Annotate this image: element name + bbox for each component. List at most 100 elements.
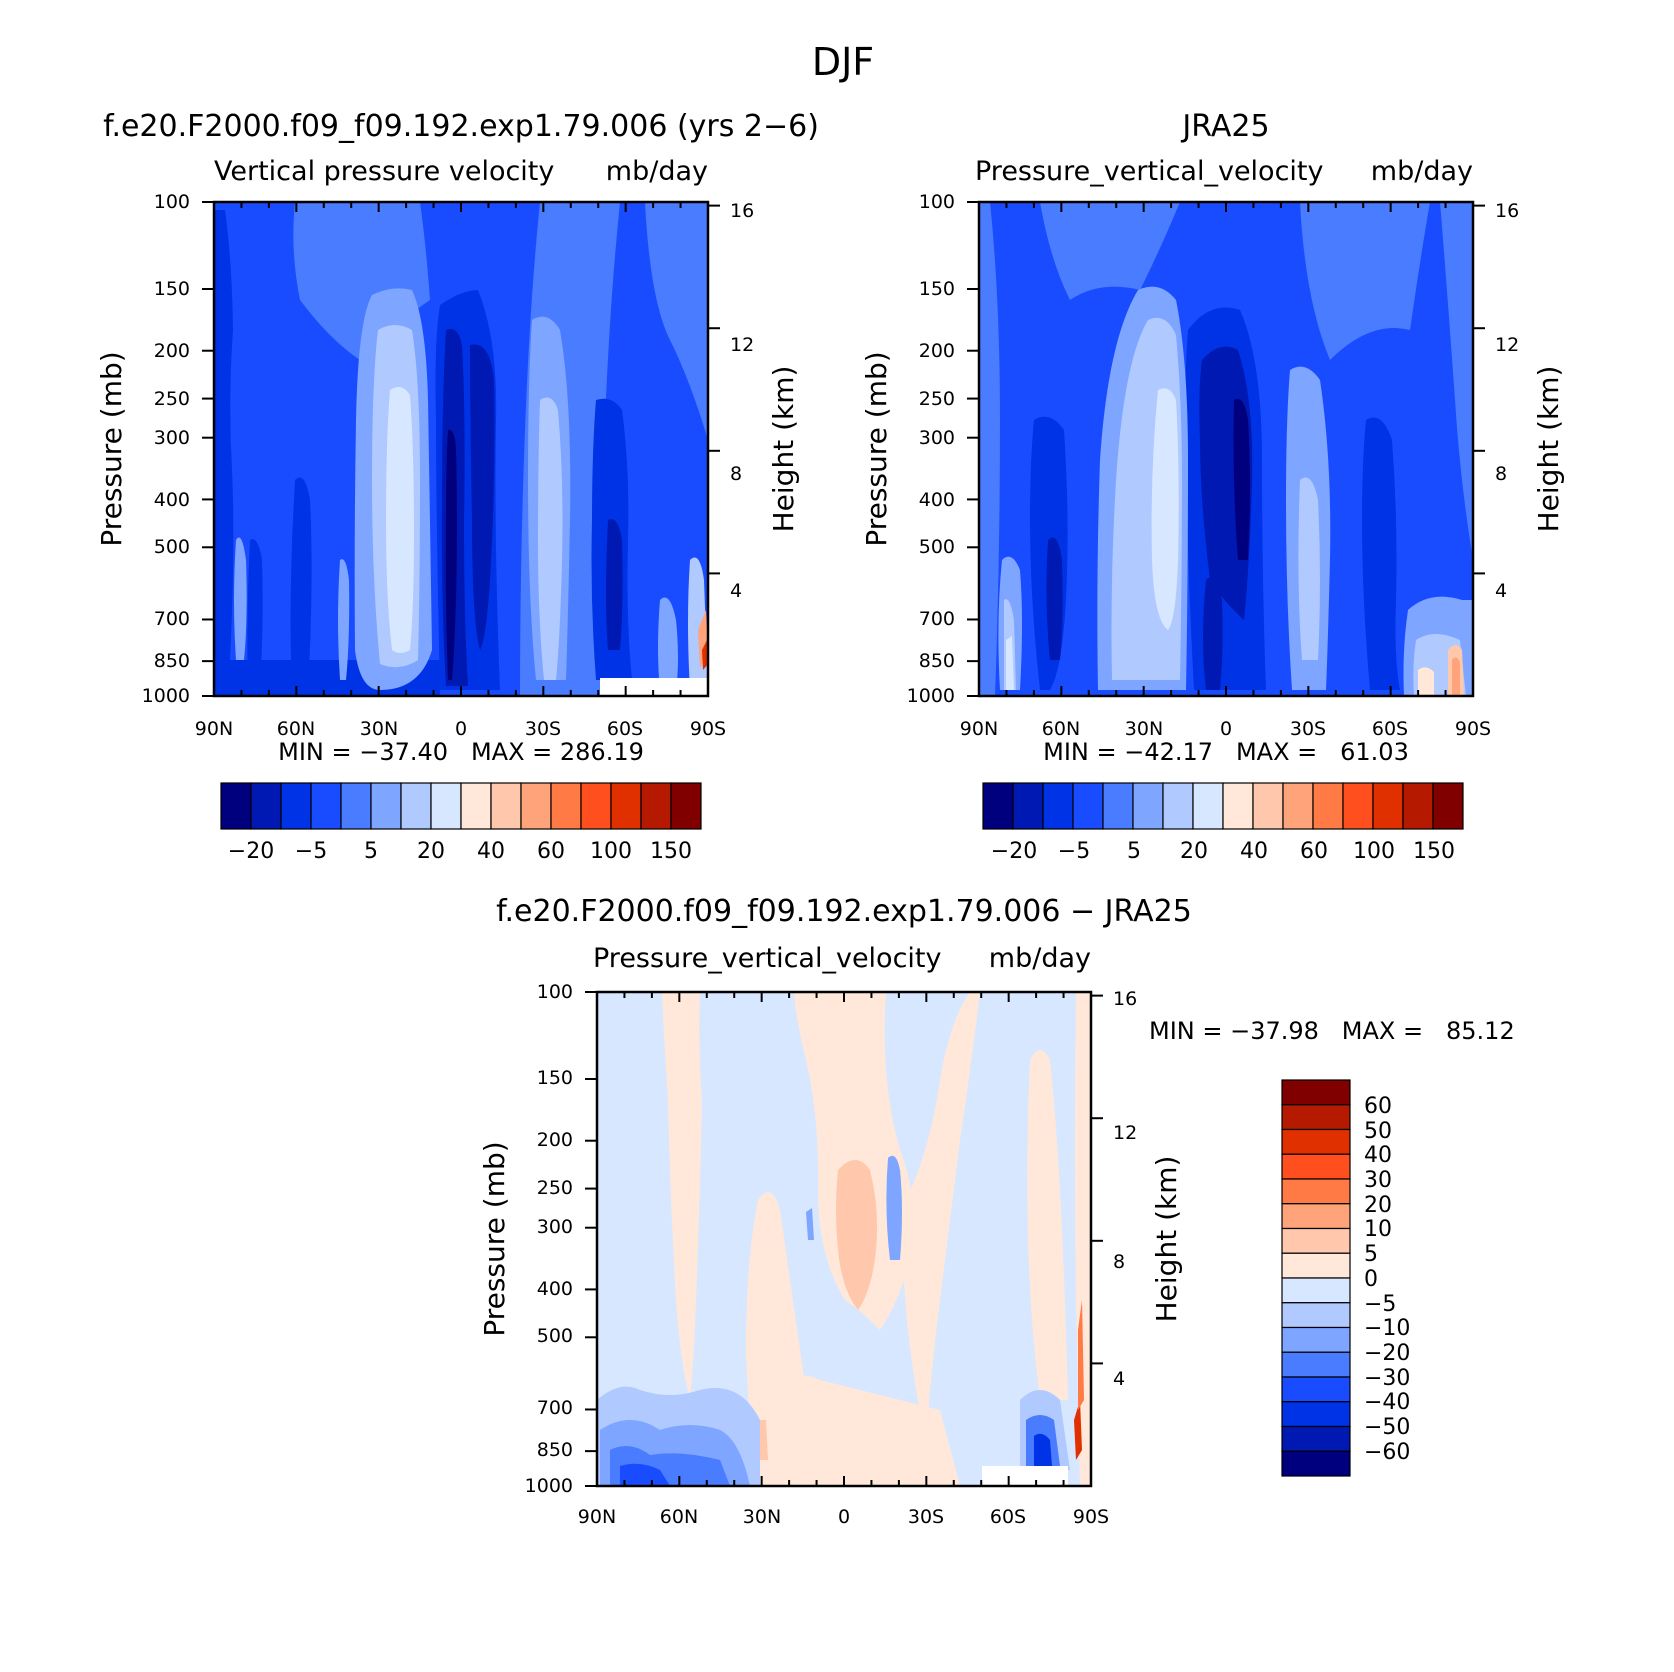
- y-tick-label: 100: [537, 981, 573, 1003]
- panel-model-subtitle-right: mb/day: [606, 156, 708, 187]
- colorbar-swatch: [1281, 1376, 1351, 1403]
- colorbar-swatch: [400, 782, 432, 830]
- colorbar-swatch: [1402, 782, 1434, 830]
- panel-diff-subtitle-left: Pressure_vertical_velocity: [593, 943, 942, 974]
- colorbar-swatch: [1281, 1425, 1351, 1452]
- x-tick-label: 60N: [660, 1506, 698, 1528]
- contour-fill-band: [538, 397, 563, 680]
- contour-fill-band: [658, 597, 678, 690]
- panel-obs-stats: MIN = −42.17 MAX = 61.03: [1043, 738, 1409, 766]
- colorbar-swatch: [1282, 782, 1314, 830]
- panel-obs-plot-area: [979, 202, 1473, 696]
- missing-data-mask: [982, 1466, 1068, 1486]
- panel-diff-stats: MIN = −37.98 MAX = 85.12: [1149, 1017, 1515, 1045]
- y-tick-label: 300: [154, 427, 190, 449]
- height-tick-label: 12: [1113, 1122, 1137, 1144]
- panel-obs: JRA25 Pressure_vertical_velocity mb/day: [860, 109, 1565, 864]
- height-axis-label: Height (km): [767, 366, 800, 533]
- contour-fill-band: [1046, 537, 1063, 660]
- colorbar-label: 40: [1364, 1143, 1392, 1168]
- x-tick-label: 90S: [1455, 718, 1491, 740]
- panel-model-case-title: f.e20.F2000.f09_f09.192.exp1.79.006 (yrs…: [103, 109, 819, 144]
- contour-fill-band: [758, 1420, 768, 1460]
- colorbar-label: −60: [1364, 1440, 1410, 1465]
- height-tick-label: 16: [730, 200, 754, 222]
- panel-obs-subtitle-right: mb/day: [1371, 156, 1473, 187]
- contour-fill-band: [1203, 577, 1223, 690]
- y-tick-label: 700: [919, 608, 955, 630]
- colorbar-swatches: [982, 782, 1464, 830]
- contour-fill-band: [1078, 1300, 1084, 1410]
- colorbar-swatch: [1222, 782, 1254, 830]
- colorbar-label: −10: [1364, 1316, 1410, 1341]
- x-tick-label: 60S: [1372, 718, 1408, 740]
- colorbar-label: 0: [1364, 1267, 1378, 1292]
- contour-fill-band: [1074, 1400, 1082, 1460]
- y-axis-label: Pressure (mb): [95, 351, 128, 546]
- x-tick-label: 0: [1220, 718, 1232, 740]
- x-tick-label: 60S: [607, 718, 643, 740]
- contour-fill-band: [620, 1463, 670, 1486]
- colorbar-label: 60: [1364, 1094, 1392, 1119]
- colorbar-swatch: [1281, 1079, 1351, 1106]
- colorbar-label: 50: [1364, 1119, 1392, 1144]
- y-tick-label: 250: [537, 1177, 573, 1199]
- x-tick-label: 90N: [578, 1506, 616, 1528]
- height-tick-label: 8: [1495, 463, 1507, 485]
- colorbar-swatch: [430, 782, 462, 830]
- contour-fill-band: [1027, 1050, 1068, 1400]
- colorbar-swatch: [310, 782, 342, 830]
- y-tick-label: 300: [537, 1216, 573, 1238]
- colorbar-swatch: [1281, 1302, 1351, 1329]
- height-tick-label: 16: [1495, 200, 1519, 222]
- x-tick-label: 60S: [990, 1506, 1026, 1528]
- y-tick-label: 500: [919, 536, 955, 558]
- y-tick-label: 100: [919, 191, 955, 213]
- colorbar-swatches: [1281, 1079, 1351, 1477]
- contour-fill-band: [445, 429, 457, 680]
- contour-fill-band: [338, 559, 350, 680]
- colorbar-swatch: [610, 782, 642, 830]
- colorbar-swatch: [982, 782, 1014, 830]
- contour-fill-band: [1452, 657, 1460, 696]
- panel-diff-case-title: f.e20.F2000.f09_f09.192.exp1.79.006 − JR…: [496, 894, 1192, 929]
- colorbar-swatch: [1162, 782, 1194, 830]
- y-tick-label: 150: [537, 1067, 573, 1089]
- contour-fill-band: [662, 992, 702, 1400]
- contour-fill-band: [386, 386, 414, 653]
- contour-fill-band: [1300, 202, 1430, 360]
- contour-fill-band: [214, 210, 234, 696]
- x-tick-label: 30S: [525, 718, 561, 740]
- y-tick-label: 1000: [525, 1475, 573, 1497]
- x-tick-label: 90S: [690, 718, 726, 740]
- panel-model-colorbar: −20 −5 5 20 40 60 100 150: [220, 782, 702, 864]
- contour-fill-band: [1233, 398, 1250, 560]
- y-tick-label: 1000: [142, 685, 190, 707]
- colorbar-swatches: [220, 782, 702, 830]
- y-tick-label: 700: [537, 1397, 573, 1419]
- colorbar-swatch: [1281, 1252, 1351, 1279]
- panel-model-height-axis: 4 8 12 16 Height (km): [730, 200, 800, 602]
- height-tick-label: 4: [1495, 580, 1507, 602]
- height-tick-label: 8: [730, 463, 742, 485]
- panel-model-ticks: [202, 201, 720, 697]
- panel-diff-subtitle-right: mb/day: [989, 943, 1091, 974]
- colorbar-label: 60: [1300, 839, 1328, 864]
- colorbar-swatch: [1252, 782, 1284, 830]
- x-tick-label: 30N: [743, 1506, 781, 1528]
- x-tick-label: 0: [838, 1506, 850, 1528]
- colorbar-label: −5: [295, 839, 327, 864]
- contour-fill-band: [1040, 202, 1180, 300]
- colorbar-swatch: [1012, 782, 1044, 830]
- y-tick-label: 100: [154, 191, 190, 213]
- y-axis-label: Pressure (mb): [860, 351, 893, 546]
- panel-obs-case-title: JRA25: [1180, 109, 1269, 144]
- contour-fill-band: [247, 539, 263, 690]
- colorbar-label: −5: [1364, 1292, 1396, 1317]
- height-axis-label: Height (km): [1532, 366, 1565, 533]
- colorbar-label: 100: [590, 839, 632, 864]
- panel-model-y-axis: 100 150 200 250 300 400 500 700 850 1000…: [95, 191, 190, 707]
- height-tick-label: 4: [730, 580, 742, 602]
- colorbar-swatch: [1372, 782, 1404, 830]
